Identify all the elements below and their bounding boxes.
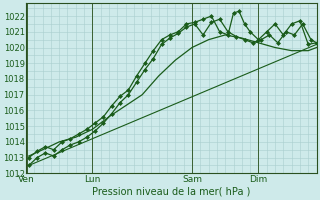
- X-axis label: Pression niveau de la mer( hPa ): Pression niveau de la mer( hPa ): [92, 187, 251, 197]
